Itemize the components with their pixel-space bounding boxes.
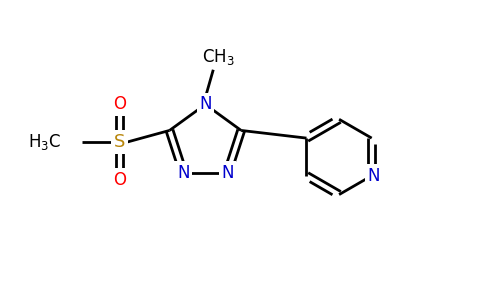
Text: N: N xyxy=(199,95,212,113)
Text: N: N xyxy=(221,164,234,181)
Text: O: O xyxy=(113,95,126,113)
Text: CH$_3$: CH$_3$ xyxy=(202,47,235,67)
Text: H$_3$C: H$_3$C xyxy=(29,132,61,152)
Text: N: N xyxy=(367,167,380,185)
Text: N: N xyxy=(177,164,189,181)
Text: S: S xyxy=(113,133,125,151)
Text: O: O xyxy=(113,171,126,189)
